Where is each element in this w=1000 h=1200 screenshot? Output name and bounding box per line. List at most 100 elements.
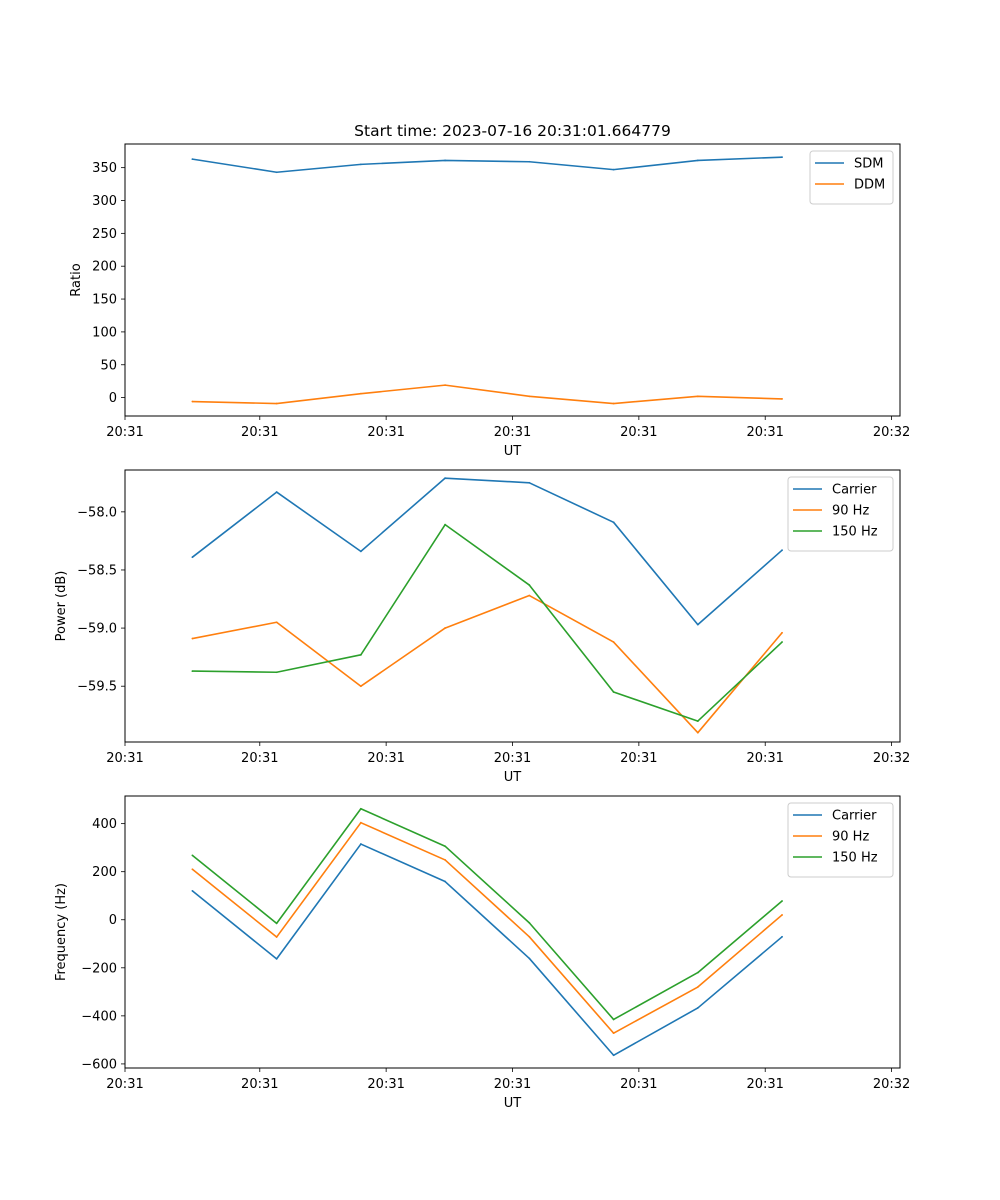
power-y-tick-label: −58.5 <box>77 563 117 578</box>
ratio-series-sdm-point <box>612 168 615 171</box>
frequency-y-tick-label: 400 <box>92 817 117 832</box>
ratio-x-tick-label: 20:31 <box>746 425 783 440</box>
ratio-series-ddm-point <box>696 395 699 398</box>
frequency-series-carrier-point <box>191 890 194 892</box>
frequency-y-tick-label: −400 <box>81 1009 117 1024</box>
power-series-90-hz-line <box>192 594 783 734</box>
power-y-tick-label: −59.5 <box>77 680 117 695</box>
figure-title: Start time: 2023-07-16 20:31:01.664779 <box>354 122 671 140</box>
ratio-x-tick-label: 20:31 <box>106 425 143 440</box>
power-legend-label-carrier: Carrier <box>832 483 877 498</box>
frequency-series-90-hz-point <box>612 1032 615 1035</box>
power-series-carrier-point <box>781 549 783 552</box>
power-series-90-hz-point <box>781 631 783 634</box>
frequency-y-tick-label: 200 <box>92 865 117 880</box>
power-series-90-hz-point <box>528 594 531 597</box>
ratio-y-axis-label: Ratio <box>69 263 84 296</box>
frequency-series-90-hz-line <box>191 821 783 1034</box>
power-series-carrier-point <box>528 481 531 484</box>
ratio-series-sdm-point <box>275 171 278 174</box>
frequency-y-tick-label: −200 <box>81 961 117 976</box>
ratio-y-tick-label: 250 <box>92 227 117 242</box>
frequency-legend-label-90-hz: 90 Hz <box>832 830 869 845</box>
power-y-tick-label: −58.0 <box>77 505 117 520</box>
power-y-axis-label: Power (dB) <box>54 571 69 642</box>
power-series-150-hz-point <box>612 691 615 693</box>
power-series-carrier-point <box>612 521 615 524</box>
power-x-tick-label: 20:31 <box>746 751 783 766</box>
frequency-y-axis-label: Frequency (Hz) <box>54 883 69 981</box>
frequency-series-150-hz-point <box>781 900 783 902</box>
power-x-tick-label: 20:31 <box>494 751 531 766</box>
frequency-series-90-hz-point <box>191 868 194 871</box>
power-series-150-hz-point <box>696 720 699 722</box>
ratio-y-tick-label: 350 <box>92 161 117 176</box>
power-series-90-hz-point <box>612 641 615 643</box>
frequency-series-carrier-point <box>612 1054 615 1057</box>
frequency-series-150-hz-point <box>528 921 531 924</box>
ratio-series-sdm-line <box>192 156 783 174</box>
power-series-150-hz-line <box>192 523 783 722</box>
frequency-series-carrier-point <box>696 1007 699 1009</box>
ratio-legend-label-sdm: SDM <box>854 157 883 172</box>
ratio-y-tick-label: 0 <box>109 391 117 406</box>
frequency-x-tick-label: 20:31 <box>494 1077 531 1092</box>
power-series-carrier-point <box>696 623 699 626</box>
ratio-y-tick-label: 100 <box>92 325 117 340</box>
power-series-90-hz-point <box>275 621 278 624</box>
power-series-90-hz-point <box>191 637 194 640</box>
frequency-series-150-hz-point <box>444 845 447 848</box>
ratio-series-sdm-point <box>191 158 194 161</box>
power-series-90-hz-point <box>444 627 447 629</box>
power-series-90-hz-point <box>359 685 362 688</box>
power-x-tick-label: 20:32 <box>873 751 910 766</box>
subplots: 20:31 20:31 20:31 20:31 20:31 20:31 20:32 0 50 10… <box>54 143 910 1111</box>
power-y-tick-label: −59.0 <box>77 622 117 637</box>
frequency-legend-label-150-hz: 150 Hz <box>832 851 878 866</box>
ratio-series-ddm-point <box>359 392 362 395</box>
frequency-series-90-hz-point <box>444 859 447 861</box>
frequency-y-tick-label: 0 <box>109 913 117 928</box>
power-series-carrier-point <box>191 556 194 559</box>
ratio-x-tick-label: 20:32 <box>873 425 910 440</box>
frequency-x-tick-label: 20:31 <box>746 1077 783 1092</box>
frequency-series-carrier-point <box>359 843 362 845</box>
frequency-x-axis-label: UT <box>504 1096 522 1111</box>
power-x-tick-label: 20:31 <box>241 751 278 766</box>
frequency-series-90-hz-point <box>275 936 278 938</box>
power-series-150-hz-point <box>191 670 194 672</box>
frequency-series-150-hz-point <box>612 1018 615 1021</box>
power-x-tick-label: 20:31 <box>620 751 657 766</box>
power-series-150-hz-point <box>444 523 447 526</box>
ratio-series-sdm-point <box>528 160 531 163</box>
frequency-x-tick-label: 20:31 <box>620 1077 657 1092</box>
ratio-series-ddm-line <box>192 384 783 405</box>
ratio-series-sdm-point <box>444 159 447 162</box>
ratio-series-ddm-point <box>191 400 194 403</box>
frequency-legend-box <box>787 802 894 878</box>
frequency-series-carrier-point <box>444 880 447 883</box>
ratio-x-axis-label: UT <box>504 444 522 459</box>
power-series-150-hz-point <box>359 653 362 656</box>
frequency-x-tick-label: 20:31 <box>241 1077 278 1092</box>
frequency-series-150-hz-point <box>696 971 699 974</box>
power-x-tick-label: 20:31 <box>106 751 143 766</box>
frequency-series-90-hz-point <box>696 986 699 988</box>
frequency-series-carrier-point <box>275 958 278 960</box>
power-series-150-hz-point <box>528 584 531 586</box>
ratio-series-ddm-point <box>275 402 278 405</box>
frequency-legend-label-carrier: Carrier <box>832 809 877 824</box>
subplot-ratio: 20:31 20:31 20:31 20:31 20:31 20:31 20:32 0 50 10… <box>69 143 910 459</box>
frequency-x-tick-label: 20:31 <box>367 1077 404 1092</box>
frequency-series-90-hz-point <box>359 821 362 824</box>
subplot-power: 20:31 20:31 20:31 20:31 20:31 20:31 20:32 −58.0… <box>54 469 910 785</box>
ratio-x-tick-label: 20:31 <box>620 425 657 440</box>
ratio-legend-label-ddm: DDM <box>854 178 885 193</box>
ratio-y-tick-label: 50 <box>100 358 117 373</box>
ratio-series-sdm-point <box>781 156 783 159</box>
ratio-legend-box <box>809 150 894 205</box>
ratio-x-tick-label: 20:31 <box>494 425 531 440</box>
frequency-legend: Carrier 90 Hz 150 Hz <box>787 802 894 878</box>
frequency-series-150-hz-point <box>359 807 362 810</box>
power-legend: Carrier 90 Hz 150 Hz <box>787 476 894 552</box>
